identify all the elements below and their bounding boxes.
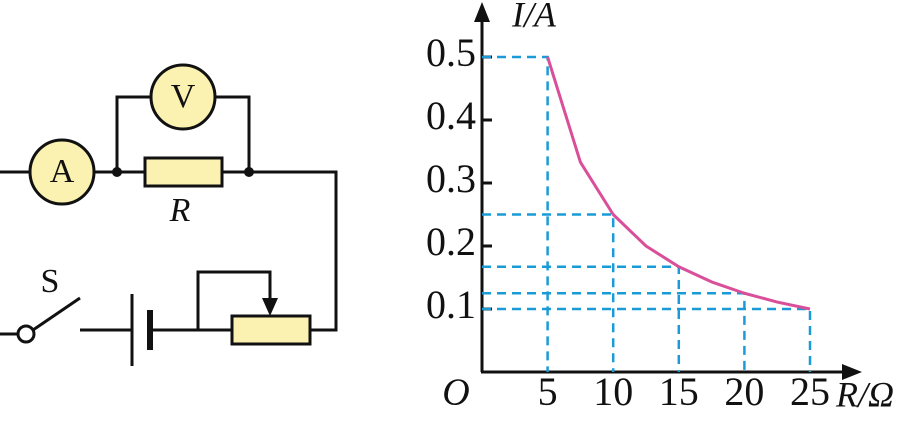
y-axis-label: I/A	[511, 0, 557, 34]
x-tick-label: 20	[724, 369, 764, 414]
slider-arrow	[262, 298, 278, 316]
y-tick-label: 0.4	[426, 93, 476, 138]
resistor-label: R	[169, 192, 191, 229]
y-tick-label: 0.2	[426, 219, 476, 264]
resistor	[143, 156, 224, 188]
y-tick-label: 0.3	[426, 156, 476, 201]
origin-label: O	[442, 372, 469, 414]
switch-label: S	[41, 263, 60, 300]
y-tick-label: 0.1	[426, 282, 476, 327]
rheostat	[230, 314, 312, 346]
circuit: A V R S	[0, 63, 338, 366]
y-tick-label: 0.5	[426, 30, 476, 75]
junction	[244, 167, 254, 177]
x-axis-label: R/Ω	[835, 374, 894, 414]
curve	[546, 56, 811, 311]
chart: I/A R/Ω O 0.1 0.2 0.3 0.4 0.5 5 10 15 20 25	[426, 0, 894, 414]
switch-pivot	[16, 324, 36, 344]
junction	[112, 167, 122, 177]
wires-lower	[0, 296, 198, 336]
x-tick-label: 10	[593, 369, 633, 414]
voltmeter-label: V	[171, 78, 196, 115]
x-axis-arrow	[842, 364, 862, 380]
guide-line	[482, 265, 681, 372]
x-tick-label: 15	[659, 369, 699, 414]
axes	[480, 12, 850, 374]
voltmeter	[149, 63, 217, 131]
y-axis-arrow	[474, 2, 490, 22]
guide-line	[482, 307, 812, 372]
x-tick-label: 25	[790, 369, 830, 414]
ammeter	[28, 138, 96, 206]
ammeter-label: A	[50, 153, 75, 190]
x-tick-label: 5	[538, 369, 558, 414]
